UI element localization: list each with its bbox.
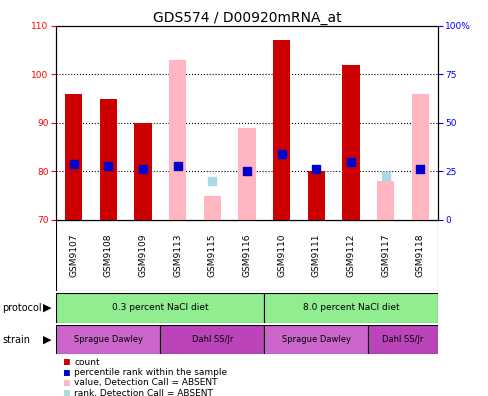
Text: value, Detection Call = ABSENT: value, Detection Call = ABSENT [74,379,217,387]
Point [243,168,250,174]
Point [277,151,285,158]
Text: ■: ■ [63,378,69,388]
Text: Dahl SS/Jr: Dahl SS/Jr [191,335,232,344]
Text: GSM9112: GSM9112 [346,234,355,277]
Text: GSM9117: GSM9117 [380,234,389,277]
Text: ■: ■ [63,388,69,396]
Bar [100,99,117,220]
Bar [342,65,359,220]
Text: 0.3 percent NaCl diet: 0.3 percent NaCl diet [112,303,208,312]
Text: ■: ■ [63,357,69,367]
Bar [134,123,151,220]
Bar [168,60,186,220]
Text: percentile rank within the sample: percentile rank within the sample [74,368,227,377]
Point [312,166,320,172]
Bar [307,171,325,220]
Point [416,166,424,172]
Text: ■: ■ [63,367,69,378]
Point [104,163,112,169]
Text: Dahl SS/Jr: Dahl SS/Jr [382,335,423,344]
FancyBboxPatch shape [264,325,367,354]
Text: GSM9107: GSM9107 [69,234,78,277]
Text: GSM9108: GSM9108 [103,234,113,277]
Text: strain: strain [2,335,30,345]
FancyBboxPatch shape [160,325,264,354]
FancyBboxPatch shape [56,325,160,354]
Point [208,178,216,184]
Text: ▶: ▶ [43,335,51,345]
Text: rank, Detection Call = ABSENT: rank, Detection Call = ABSENT [74,389,213,396]
Title: GDS574 / D00920mRNA_at: GDS574 / D00920mRNA_at [152,11,341,25]
Bar [238,128,255,220]
Text: GSM9110: GSM9110 [277,234,285,277]
Text: protocol: protocol [2,303,42,313]
Text: GSM9115: GSM9115 [207,234,216,277]
Point [139,166,146,172]
Text: GSM9116: GSM9116 [242,234,251,277]
Bar [272,40,290,220]
Bar [411,93,428,220]
Text: GSM9111: GSM9111 [311,234,320,277]
FancyBboxPatch shape [367,325,437,354]
Text: GSM9118: GSM9118 [415,234,424,277]
Point [69,161,77,167]
Text: ▶: ▶ [43,303,51,313]
Bar [203,196,221,220]
Point [381,173,389,179]
Text: GSM9113: GSM9113 [173,234,182,277]
Text: Sprague Dawley: Sprague Dawley [74,335,142,344]
Text: Sprague Dawley: Sprague Dawley [281,335,350,344]
Bar [65,93,82,220]
Text: 8.0 percent NaCl diet: 8.0 percent NaCl diet [302,303,399,312]
FancyBboxPatch shape [56,293,264,323]
Text: count: count [74,358,100,367]
Point [173,163,181,169]
FancyBboxPatch shape [264,293,437,323]
Bar [376,181,393,220]
Text: GSM9109: GSM9109 [138,234,147,277]
Point [346,158,354,165]
